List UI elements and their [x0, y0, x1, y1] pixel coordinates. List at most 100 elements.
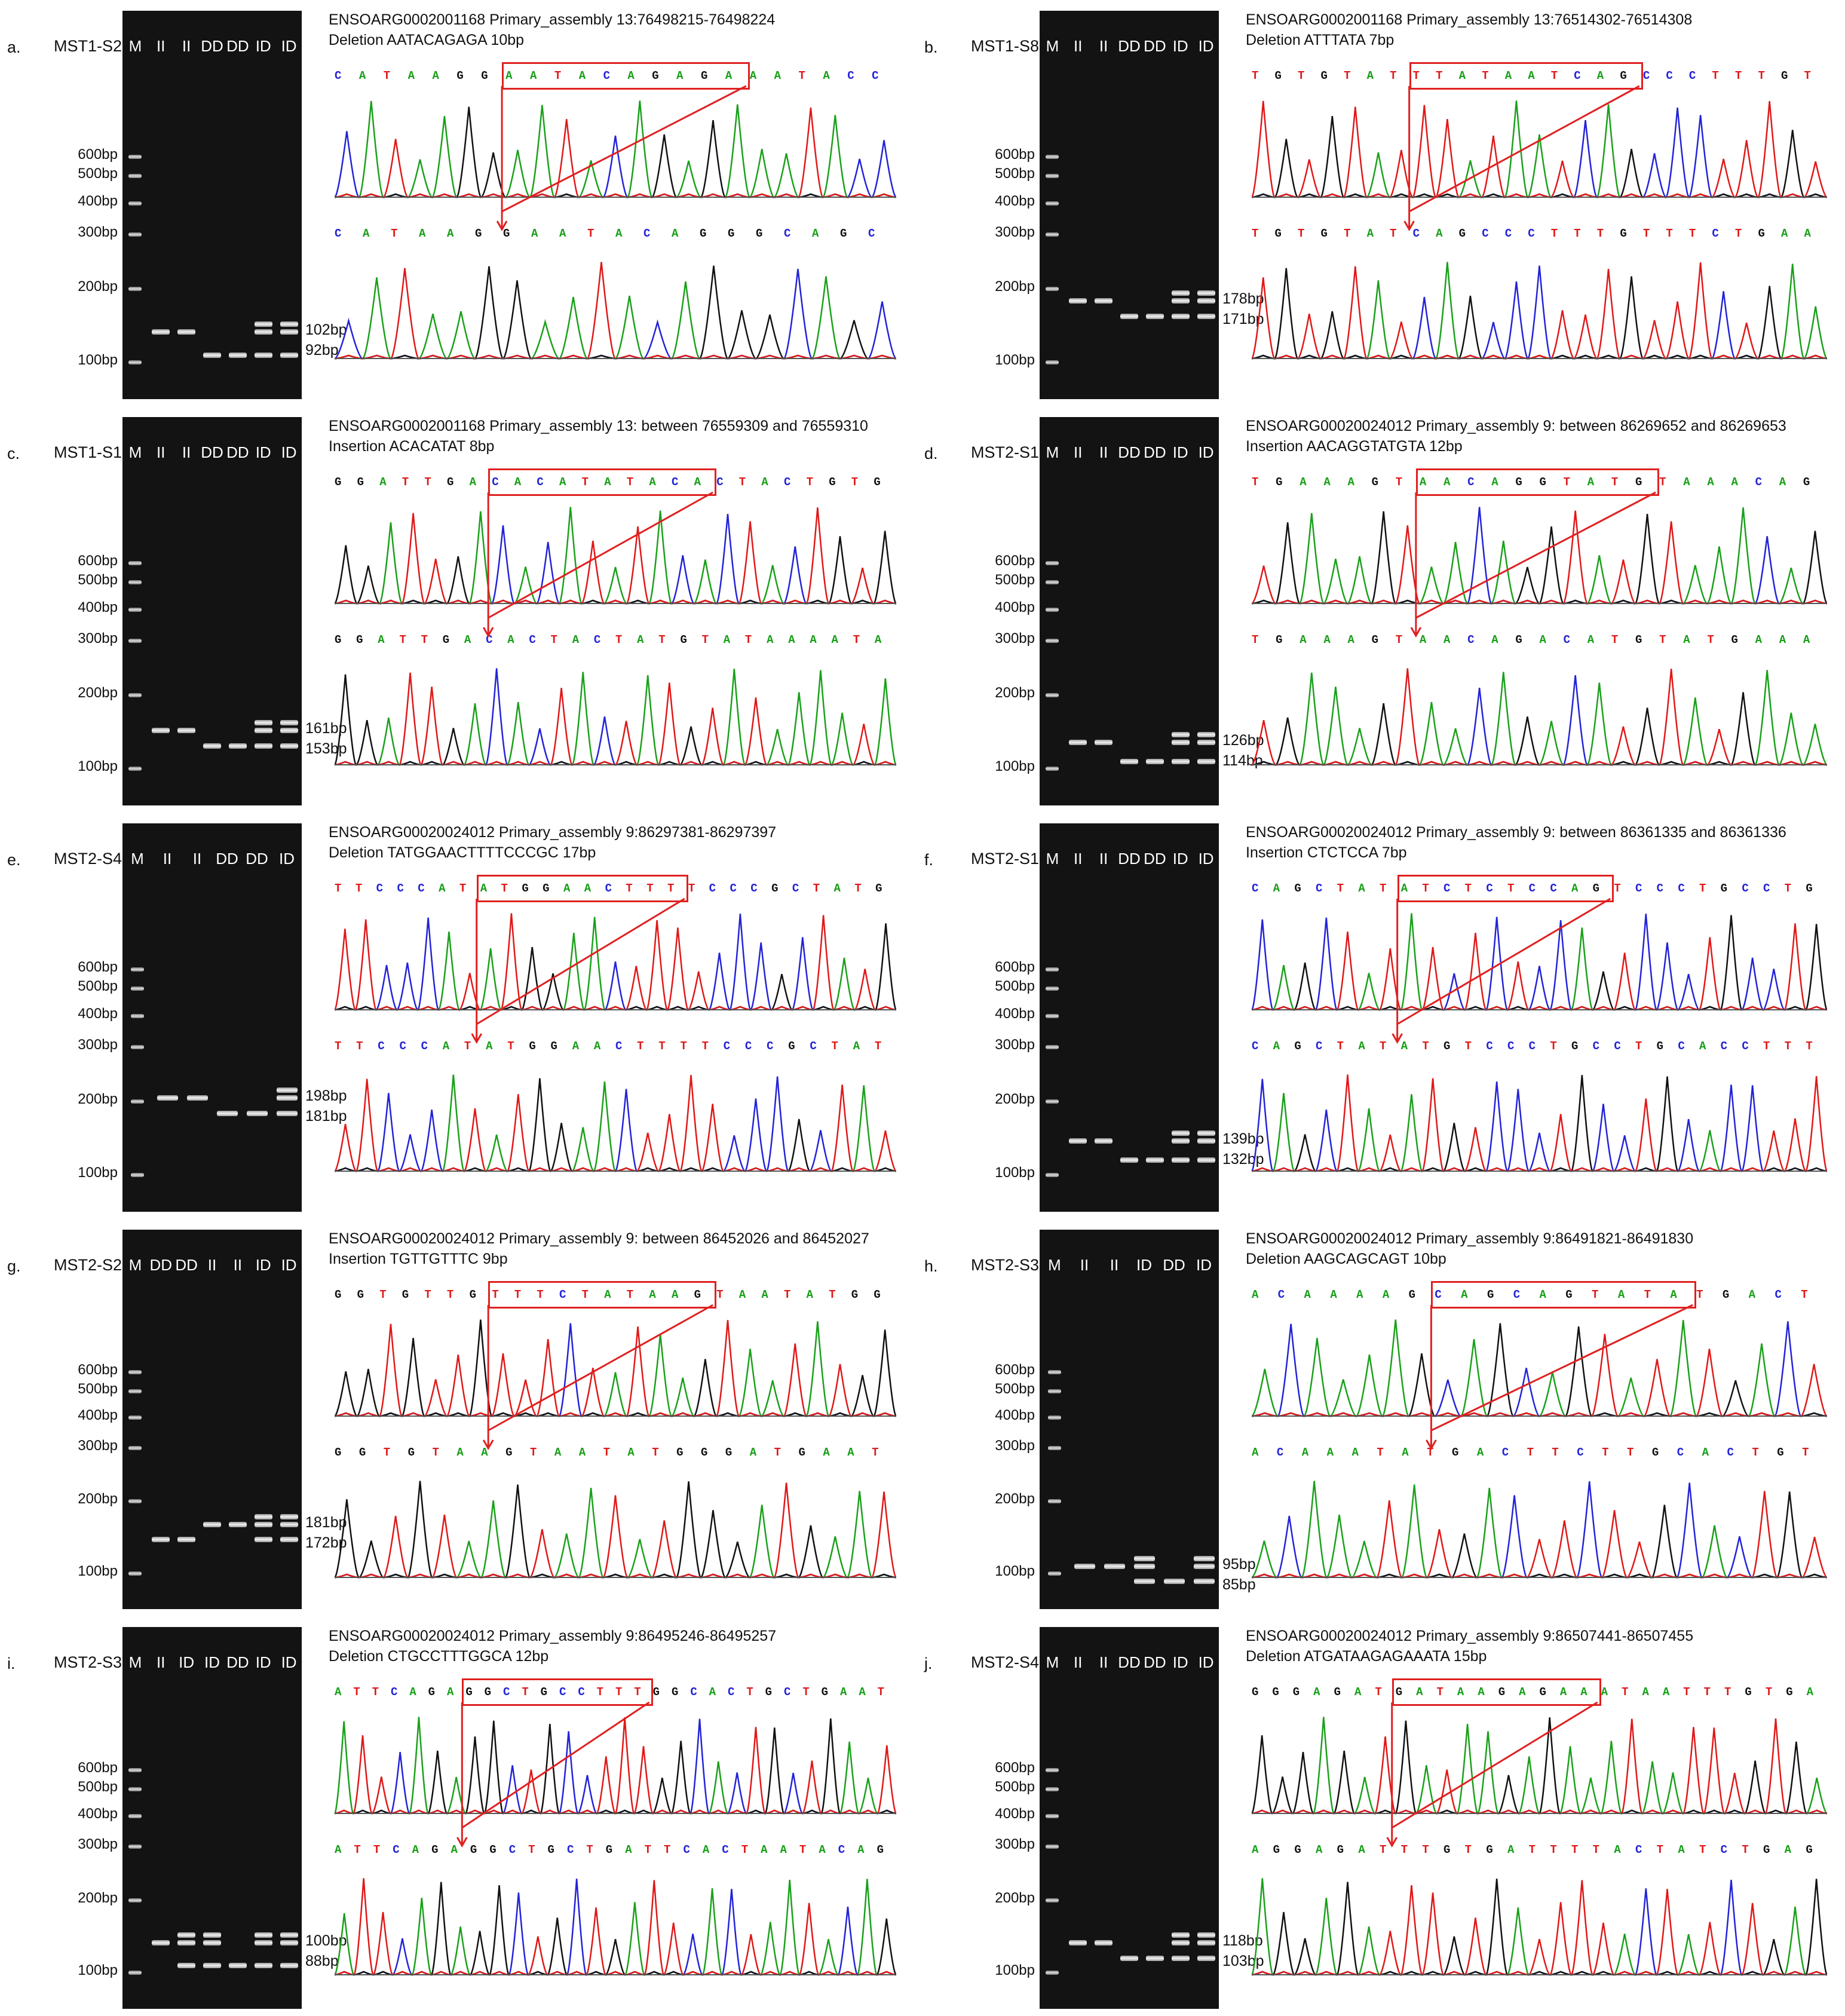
base-call: T	[1596, 227, 1604, 240]
base-call: G	[700, 227, 707, 240]
ladder-size-label: 300bp	[78, 223, 118, 240]
base-call: T	[1427, 1446, 1434, 1459]
base-call: G	[840, 227, 847, 240]
base-call: C	[393, 1843, 400, 1856]
locus-info: ENSOARG00020024012 Primary_assembly 9: b…	[1246, 418, 1786, 434]
base-call: T	[550, 633, 557, 647]
dna-band	[1197, 1932, 1215, 1938]
base-call: T	[1464, 1040, 1472, 1053]
base-call: C	[744, 1040, 752, 1053]
base-call: T	[626, 882, 633, 895]
ladder-band	[131, 967, 144, 972]
dna-band	[228, 1963, 247, 1969]
base-call: A	[709, 1686, 716, 1699]
dna-band	[254, 321, 272, 327]
dna-band	[1171, 298, 1190, 304]
ladder-band	[128, 1845, 142, 1849]
base-call: G	[543, 882, 550, 895]
allele-size: 181bp	[305, 1513, 347, 1531]
base-call: A	[788, 633, 795, 647]
base-call: A	[1507, 1843, 1515, 1856]
lane-label: ID	[281, 1653, 297, 1671]
dna-band	[1171, 739, 1190, 745]
lane-label: II	[1080, 1256, 1089, 1274]
lane-label: DD	[216, 850, 238, 868]
allele-size: 85bp	[1222, 1576, 1256, 1593]
base-call: C	[335, 227, 342, 240]
base-call: A	[335, 1686, 342, 1699]
ladder-size-label: 300bp	[78, 1836, 118, 1853]
base-call: A	[1806, 1686, 1813, 1699]
indel-event: Insertion ACACATAT 8bp	[329, 438, 495, 455]
base-call: A	[1779, 476, 1786, 489]
base-call: A	[1273, 1040, 1280, 1053]
base-call: A	[507, 633, 514, 647]
trace-t	[334, 672, 897, 766]
lane-label: ID	[1172, 850, 1188, 868]
base-call: A	[702, 1843, 710, 1856]
base-call: G	[1806, 1843, 1813, 1856]
ladder-size-label: 100bp	[995, 352, 1035, 368]
indel-event: Insertion TGTTGTTTC 9bp	[329, 1251, 508, 1267]
ladder-band	[128, 154, 142, 159]
allele-size: 92bp	[305, 342, 339, 359]
chromatogram-trace	[334, 262, 897, 360]
marker-name: MST2-S27	[54, 1256, 131, 1274]
indel-highlight-box	[488, 468, 717, 496]
base-call: A	[847, 1446, 854, 1459]
base-call: A	[456, 1446, 464, 1459]
allele-size-labels: 161bp 153bp	[305, 718, 347, 759]
lane-label: M	[1046, 850, 1059, 868]
chromatogram-trace	[1251, 100, 1828, 198]
indel-event: Deletion AAGCAGCAGT 10bp	[1246, 1251, 1446, 1267]
base-call: C	[728, 1686, 735, 1699]
base-call: T	[1395, 476, 1403, 489]
ladder-size-label: 200bp	[78, 1490, 118, 1507]
lane-label: II	[182, 37, 191, 55]
base-call: T	[335, 882, 342, 895]
base-call: G	[876, 1843, 884, 1856]
agarose-gel-image: M II II ID DD ID	[1040, 1230, 1219, 1609]
base-call: T	[1528, 1843, 1536, 1856]
base-call: C	[1504, 227, 1512, 240]
dna-band	[152, 728, 170, 733]
base-call: C	[1592, 1040, 1600, 1053]
base-call: A	[627, 69, 635, 82]
base-call: C	[1635, 1843, 1642, 1856]
dna-band	[177, 728, 196, 733]
base-call: C	[421, 1040, 428, 1053]
base-call: T	[784, 1288, 791, 1301]
base-call: C	[750, 882, 758, 895]
base-call: G	[1334, 1686, 1341, 1699]
dna-band	[280, 1514, 298, 1520]
chromatogram-trace	[333, 1878, 897, 1976]
panel-f: f. MST2-S15 M II II DD DD ID ID 600bp 500bp 400bp 30…	[917, 813, 1845, 1219]
base-call: A	[761, 1843, 768, 1856]
dna-band	[254, 720, 272, 725]
base-call: C	[397, 882, 404, 895]
base-call: T	[383, 69, 391, 82]
lane-label: II	[1074, 850, 1083, 868]
base-call: G	[1458, 227, 1466, 240]
base-call: C	[1252, 1040, 1259, 1053]
base-call: A	[1580, 1686, 1587, 1699]
base-call: C	[672, 476, 679, 489]
panel-label: h.	[924, 1257, 938, 1275]
base-call: G	[1443, 1040, 1451, 1053]
trace-g	[1251, 1075, 1828, 1172]
base-call: A	[649, 1288, 656, 1301]
base-call: T	[596, 1686, 604, 1699]
base-call: T	[1574, 227, 1581, 240]
base-call: C	[784, 1686, 791, 1699]
dna-band	[1095, 298, 1113, 304]
base-call: T	[391, 227, 398, 240]
ladder-size-label: 500bp	[995, 978, 1035, 994]
base-call: T	[1592, 1843, 1600, 1856]
dna-band	[1171, 1932, 1190, 1938]
indel-highlight-box	[1392, 1678, 1601, 1706]
ladder-size-label: 200bp	[995, 278, 1035, 295]
base-call: T	[1400, 1843, 1408, 1856]
base-call: A	[1596, 69, 1604, 82]
base-call: C	[1528, 227, 1535, 240]
ladder-size-label: 400bp	[78, 1806, 118, 1822]
